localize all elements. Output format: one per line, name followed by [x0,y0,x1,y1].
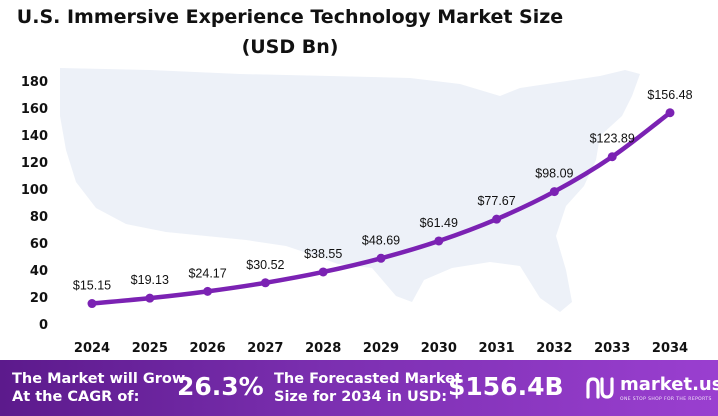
x-tick-label: 2034 [652,341,688,356]
cagr-text-line1: The Market will Grow [12,371,186,387]
x-tick-label: 2031 [479,341,515,356]
y-axis: 0 20 40 60 80 100 120 140 160 180 [21,75,48,333]
data-point [434,236,444,246]
y-tick-label: 160 [21,102,48,117]
brand-name: market.us [620,374,718,395]
data-point [318,267,328,277]
x-tick-label: 2026 [190,341,226,356]
market-us-logo-icon [586,377,614,399]
data-point [665,108,675,118]
footer-banner: The Market will Grow At the CAGR of: 26.… [0,360,718,416]
data-point [607,152,617,162]
y-tick-label: 20 [30,291,48,306]
y-tick-label: 0 [39,318,48,333]
data-point [260,278,270,288]
data-label: $38.55 [304,247,342,261]
x-tick-label: 2032 [536,341,572,356]
x-tick-label: 2028 [305,341,341,356]
forecast-text-line2: Size for 2034 in USD: [274,389,448,405]
y-tick-label: 140 [21,129,48,144]
cagr-text-line2: At the CAGR of: [12,389,140,405]
x-axis: 2024 2025 2026 2027 2028 2029 2030 2031 2032 2033… [74,341,688,356]
data-label: $15.15 [73,279,111,293]
data-point [492,214,502,224]
data-point [376,253,386,263]
brand-tagline: ONE STOP SHOP FOR THE REPORTS [620,397,712,402]
x-tick-label: 2033 [594,341,630,356]
y-tick-label: 100 [21,183,48,198]
data-points [87,108,675,309]
data-point [145,293,155,303]
y-tick-label: 80 [30,210,48,225]
data-point [87,299,97,309]
y-tick-label: 180 [21,75,48,90]
chart-subtitle: (USD Bn) [241,36,339,58]
forecast-value: $156.4B [448,372,564,401]
forecast-text-line1: The Forecasted Market [274,371,462,387]
x-tick-label: 2029 [363,341,399,356]
data-label: $48.69 [362,233,400,247]
data-label: $19.13 [131,273,169,287]
x-tick-label: 2024 [74,341,110,356]
data-label: $156.48 [647,88,692,102]
data-label: $123.89 [590,132,635,146]
chart-title: U.S. Immersive Experience Technology Mar… [16,6,564,28]
usa-map-silhouette [60,68,640,312]
x-tick-label: 2027 [247,341,283,356]
y-tick-label: 40 [30,264,48,279]
cagr-value: 26.3% [177,372,264,401]
data-label: $30.52 [246,258,284,272]
data-point [203,286,213,296]
data-labels: $15.15 $19.13 $24.17 $30.52 $38.55 $48.69 $61.… [73,88,693,293]
x-tick-label: 2025 [132,341,168,356]
data-label: $24.17 [188,266,226,280]
data-point [549,187,559,197]
data-label: $98.09 [535,167,573,181]
x-tick-label: 2030 [421,341,457,356]
y-tick-label: 120 [21,156,48,171]
y-tick-label: 60 [30,237,48,252]
data-label: $61.49 [420,216,458,230]
data-label: $77.67 [477,194,515,208]
